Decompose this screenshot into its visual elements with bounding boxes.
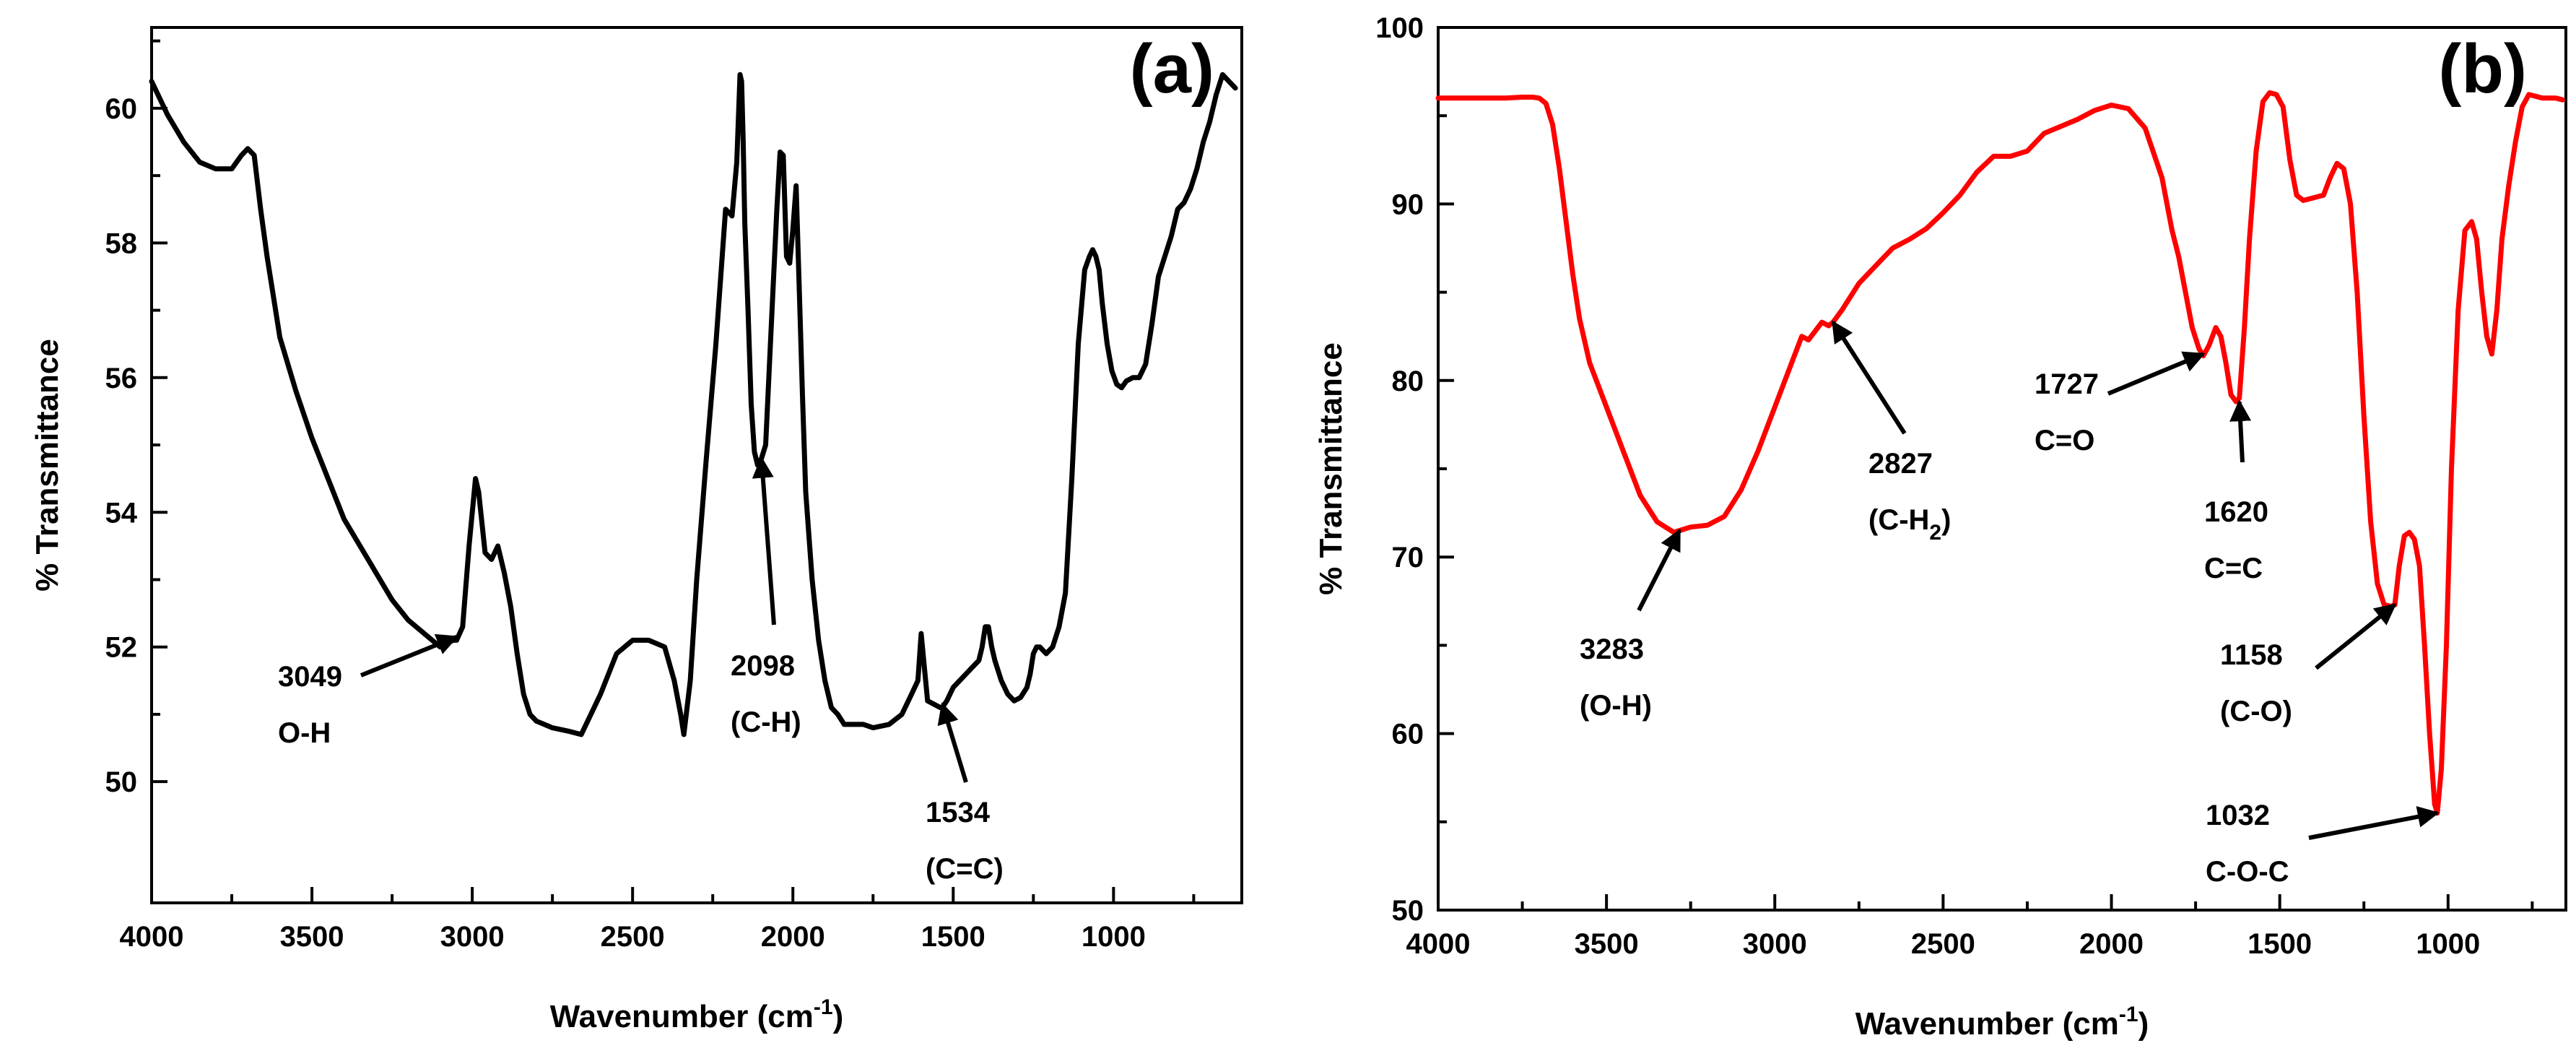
series-a-layer	[149, 72, 1238, 737]
x-tick-label-a-4000: 4000	[120, 921, 184, 953]
annotation-wavenumber-b-2827: 2827	[1868, 448, 1933, 480]
x-tick-label-a-1000: 1000	[1082, 921, 1146, 953]
annotation-wavenumber-b-3283: 3283	[1580, 633, 1644, 665]
y-tick-label-a-54: 54	[105, 497, 138, 529]
y-tick-label-a-60: 60	[105, 93, 138, 125]
x-axis-title-b: Wavenumber (cm-1)	[1855, 1003, 2149, 1042]
annotation-arrow-b-1727	[2107, 351, 2206, 396]
y-tick-label-a-50: 50	[105, 766, 138, 798]
annotation-wavenumber-a-3049: 3049	[278, 661, 342, 693]
y-tick-label-b-80: 80	[1392, 365, 1424, 397]
annotation-group-b-3283: (O-H)	[1580, 690, 1652, 722]
x-tick-label-b-1500: 1500	[2248, 928, 2312, 960]
y-tick-label-b-50: 50	[1392, 895, 1424, 927]
x-tick-label-a-1500: 1500	[921, 921, 985, 953]
annotation-group-b-1032: C-O-C	[2206, 856, 2289, 888]
annotation-arrow-b-1158	[2315, 602, 2397, 670]
annotation-arrow-a-3049	[360, 633, 459, 678]
plot-frame-a	[150, 26, 1243, 904]
annotation-wavenumber-a-2098: 2098	[731, 650, 795, 682]
x-tick-label-b-1000: 1000	[2416, 928, 2480, 960]
panel-label-b: (b)	[2438, 30, 2527, 108]
x-tick-label-a-3500: 3500	[280, 921, 344, 953]
series-line-b-0	[1435, 90, 2565, 816]
annotation-wavenumber-b-1727: 1727	[2035, 368, 2099, 400]
annotations-a: 3049 O-H 2098 (C-H) 1534 (C=C)	[278, 456, 1004, 885]
annotation-arrow-b-1032	[2308, 805, 2440, 840]
annotation-arrow-a-1534	[937, 702, 968, 783]
y-tick-label-b-70: 70	[1392, 542, 1424, 574]
annotation-wavenumber-a-1534: 1534	[926, 797, 991, 828]
chart-panel-b: 4000 3500 3000 2500 2000 1500 1000 50 60 70 80 90 1…	[1313, 12, 2567, 1042]
annotation-arrow-a-2098	[752, 456, 776, 626]
annotation-group-a-2098: (C-H)	[731, 706, 801, 738]
annotation-arrow-b-1620	[2229, 399, 2252, 463]
plot-frame-b	[1437, 26, 2567, 912]
y-ticks-a: 50 52 54 56 58 60	[105, 39, 167, 798]
y-axis-title-b: % Transmittance	[1313, 342, 1349, 595]
y-axis-title-a: % Transmittance	[30, 339, 65, 592]
y-tick-label-b-60: 60	[1392, 719, 1424, 750]
series-line-a-0	[149, 72, 1238, 737]
x-tick-label-b-4000: 4000	[1406, 928, 1471, 960]
y-tick-label-a-58: 58	[105, 228, 138, 259]
annotation-wavenumber-b-1158: 1158	[2220, 639, 2283, 671]
x-axis-title-a: Wavenumber (cm-1)	[550, 995, 843, 1034]
x-tick-label-b-3500: 3500	[1575, 928, 1639, 960]
x-tick-label-a-3000: 3000	[440, 921, 505, 953]
annotation-arrow-b-2827	[1831, 320, 1907, 435]
annotation-group-b-1158: (C-O)	[2220, 696, 2292, 727]
annotation-group-b-1727: C=O	[2035, 425, 2094, 456]
x-tick-label-a-2000: 2000	[761, 921, 825, 953]
x-tick-label-a-2500: 2500	[601, 921, 665, 953]
annotation-group-a-3049: O-H	[278, 717, 331, 749]
annotation-wavenumber-b-1032: 1032	[2206, 800, 2270, 831]
x-tick-label-b-2500: 2500	[1911, 928, 1975, 960]
annotation-group-b-1620: C=C	[2204, 553, 2263, 584]
x-ticks-a: 4000 3500 3000 2500 2000 1500 1000	[120, 887, 1196, 953]
chart-panel-a: 4000 3500 3000 2500 2000 1500 1000 50 52 54 56 58 6…	[30, 26, 1243, 1034]
annotation-arrow-b-3283	[1637, 528, 1681, 612]
x-ticks-b: 4000 3500 3000 2500 2000 1500 1000	[1406, 894, 2534, 960]
annotations-b: 3283 (O-H) 2827 (C-H2) 1727 C=O 1620 C=C 1158 (C-…	[1580, 320, 2440, 888]
y-tick-label-b-90: 90	[1392, 189, 1424, 220]
x-tick-label-b-2000: 2000	[2079, 928, 2144, 960]
annotation-group-b-2827: (C-H2)	[1868, 504, 1951, 545]
y-ticks-b: 50 60 70 80 90 100	[1375, 12, 1454, 927]
y-tick-label-b-100: 100	[1375, 12, 1424, 44]
y-tick-label-a-52: 52	[105, 632, 138, 664]
annotation-wavenumber-b-1620: 1620	[2204, 496, 2268, 528]
annotation-group-a-1534: (C=C)	[926, 853, 1004, 885]
panel-label-a: (a)	[1130, 30, 1214, 108]
x-tick-label-b-3000: 3000	[1743, 928, 1807, 960]
y-tick-label-a-56: 56	[105, 363, 138, 394]
series-b-layer	[1435, 90, 2565, 816]
